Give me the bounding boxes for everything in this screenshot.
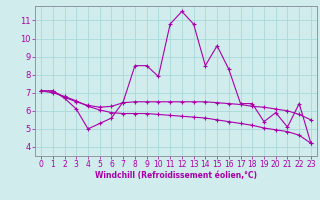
- X-axis label: Windchill (Refroidissement éolien,°C): Windchill (Refroidissement éolien,°C): [95, 171, 257, 180]
